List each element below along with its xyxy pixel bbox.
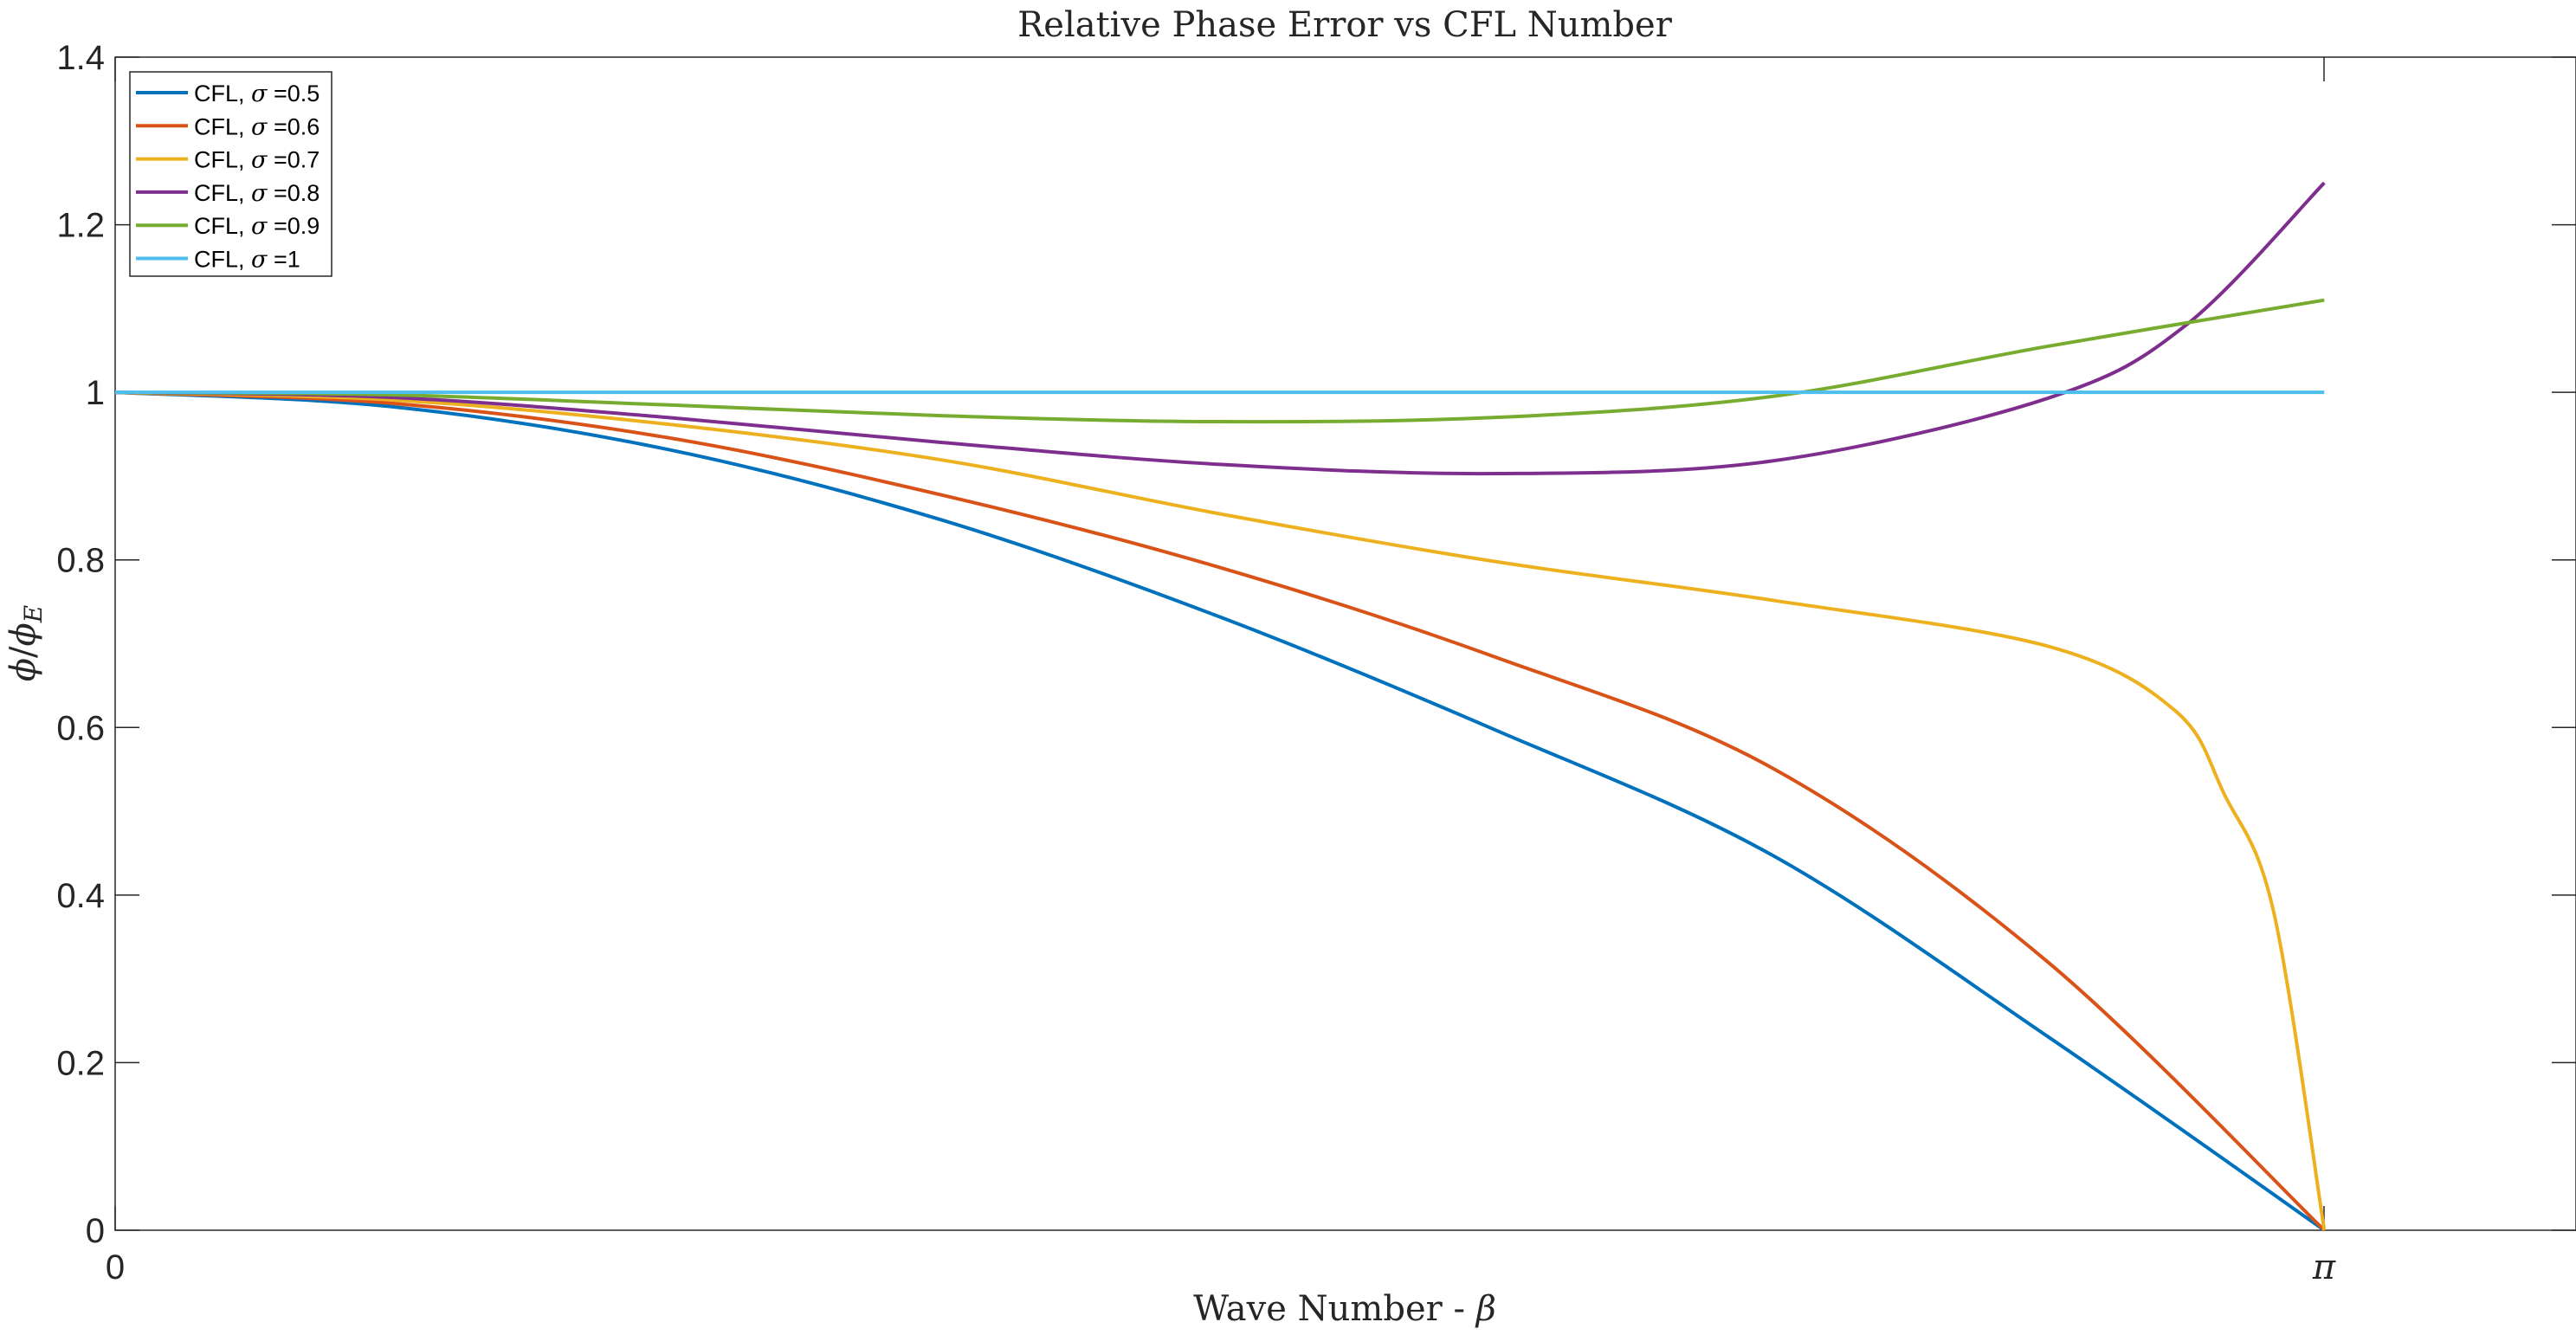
- y-axis-ticks: 0 0.2 0.4 0.6 0.8 1 1.2 1.4: [56, 39, 2576, 1250]
- legend-entry-0: CFL, σ =0.5: [194, 81, 320, 107]
- legend-entry-2: CFL, σ =0.7: [194, 147, 320, 174]
- chart-title: Relative Phase Error vs CFL Number: [1017, 5, 1673, 45]
- y-tick-label-1: 0.2: [56, 1044, 105, 1082]
- legend-entry-symbol-5: σ: [251, 247, 268, 274]
- y-tick-label-4: 0.8: [56, 542, 105, 580]
- series-lines: [114, 181, 2327, 1232]
- series-line-4: [114, 298, 2325, 424]
- x-axis-label: Wave Number - β: [1193, 1289, 1496, 1329]
- legend-entry-symbol-4: σ: [251, 213, 268, 240]
- y-tick-label-6: 1.2: [56, 207, 105, 245]
- legend-entry-prefix-3: CFL,: [194, 180, 251, 206]
- legend-entry-prefix-5: CFL,: [194, 247, 251, 273]
- legend-entry-1: CFL, σ =0.6: [194, 113, 320, 140]
- y-axis-label: ϕ/ϕE: [3, 605, 48, 681]
- x-axis-label-text: Wave Number -: [1193, 1289, 1476, 1329]
- legend-entry-suffix-1: =0.6: [267, 113, 320, 139]
- y-tick-label-3: 0.6: [56, 709, 105, 747]
- series-line-3: [114, 181, 2326, 476]
- x-axis-label-symbol: β: [1475, 1289, 1496, 1329]
- legend-entry-symbol-2: σ: [251, 147, 268, 174]
- legend-entry-suffix-3: =0.8: [267, 180, 320, 206]
- legend-entry-suffix-5: =1: [267, 247, 300, 273]
- y-tick-label-0: 0: [86, 1212, 105, 1250]
- legend-entry-symbol-1: σ: [251, 113, 268, 140]
- y-axis-label-sub: E: [19, 605, 48, 623]
- legend-entry-prefix-2: CFL,: [194, 147, 251, 173]
- y-tick-label-7: 1.4: [56, 39, 105, 77]
- legend-entry-symbol-0: σ: [251, 81, 268, 107]
- legend-entry-symbol-3: σ: [251, 180, 268, 207]
- series-line-1: [114, 390, 2326, 1232]
- y-tick-label-2: 0.4: [56, 877, 105, 915]
- legend-entry-suffix-4: =0.9: [267, 213, 320, 239]
- y-axis-label-slash: /: [3, 646, 43, 658]
- x-tick-label-0: 0: [106, 1248, 125, 1287]
- legend-entry-suffix-2: =0.7: [267, 147, 320, 173]
- legend-entry-5: CFL, σ =1: [194, 247, 300, 274]
- legend-entry-suffix-0: =0.5: [267, 81, 320, 106]
- legend-entry-3: CFL, σ =0.8: [194, 180, 320, 207]
- legend-entry-4: CFL, σ =0.9: [194, 213, 320, 240]
- legend-box: [129, 71, 332, 277]
- legend-entry-prefix-0: CFL,: [194, 81, 251, 106]
- legend-entry-prefix-4: CFL,: [194, 213, 251, 239]
- legend-entry-prefix-1: CFL,: [194, 113, 251, 139]
- y-axis-label-den: ϕ: [3, 622, 43, 646]
- x-tick-label-1: π: [2312, 1248, 2336, 1287]
- series-line-0: [114, 390, 2326, 1232]
- y-tick-label-5: 1: [86, 374, 105, 412]
- series-line-2: [114, 390, 2327, 1231]
- plot-area: [114, 56, 2576, 1231]
- y-axis-label-num: ϕ: [3, 658, 43, 681]
